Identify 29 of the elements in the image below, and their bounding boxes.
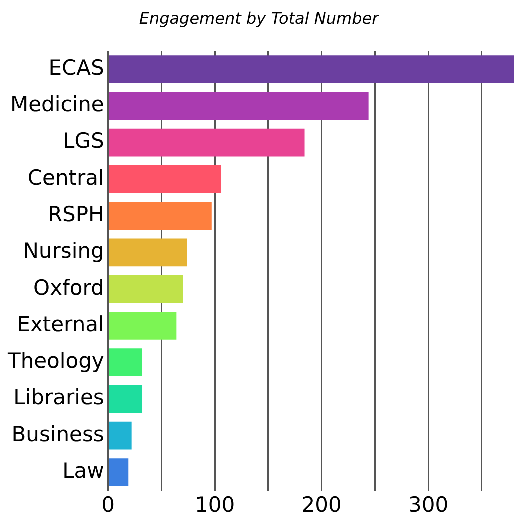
bar [109, 458, 129, 486]
x-tick-label: 0 [102, 492, 116, 517]
y-tick-label: Oxford [34, 276, 104, 300]
y-tick-label: Libraries [14, 386, 104, 410]
bar [109, 128, 305, 157]
bar [109, 165, 222, 194]
bar [109, 422, 132, 450]
bar [109, 202, 212, 230]
y-tick-label: Theology [6, 349, 104, 374]
x-tick-label: 200 [302, 492, 342, 517]
y-tick-label: Medicine [10, 92, 104, 117]
bar [109, 348, 143, 377]
bar [109, 92, 369, 120]
y-tick-label: LGS [63, 129, 104, 154]
y-tick-label: ECAS [48, 56, 104, 80]
bar [109, 56, 514, 84]
y-tick-label: Law [62, 458, 104, 483]
y-tick-label: Nursing [23, 239, 104, 264]
y-tick-label: RSPH [48, 202, 104, 227]
x-tick-label: 100 [195, 492, 236, 517]
chart-title: Engagement by Total Number [139, 8, 380, 28]
bar [109, 312, 177, 340]
bar [109, 238, 188, 267]
y-tick-label: External [17, 312, 104, 336]
x-tick-label: 300 [408, 492, 449, 517]
bar [109, 275, 184, 304]
y-tick-label: Business [12, 422, 104, 446]
bar [109, 385, 143, 414]
y-tick-label: Central [28, 166, 104, 190]
